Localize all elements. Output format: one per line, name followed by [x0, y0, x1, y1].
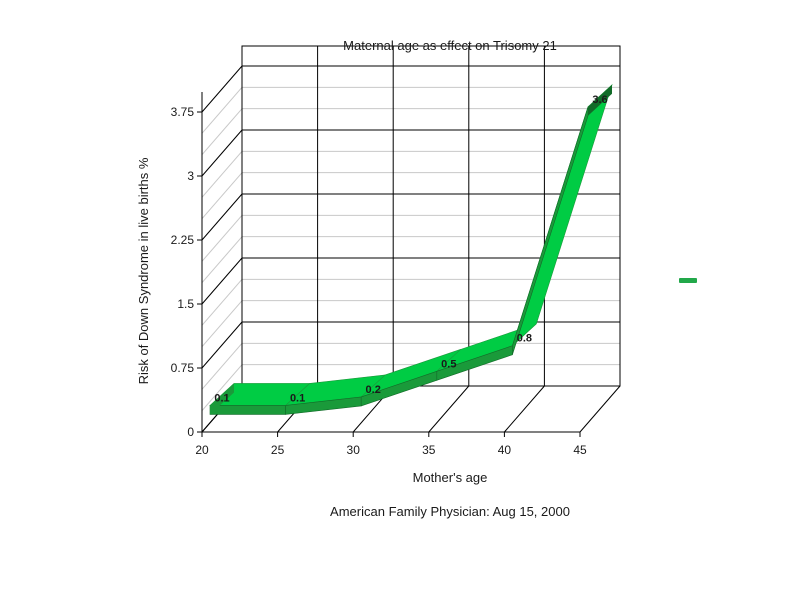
floor-depth-line	[579, 385, 621, 433]
side-depth-line	[201, 129, 243, 177]
side-depth-line	[201, 343, 243, 390]
data-label: 0.5	[441, 358, 456, 370]
chart-title: Maternal age as effect on Trisomy 21	[343, 38, 557, 53]
data-ribbon	[209, 83, 613, 415]
side-depth-line	[201, 87, 243, 134]
side-depth-line	[201, 215, 243, 262]
x-tick-label: 30	[347, 443, 361, 457]
side-depth-line	[201, 108, 243, 155]
floor-depth-line	[428, 385, 470, 433]
data-label: 0.8	[517, 333, 532, 345]
legend-swatch	[679, 278, 697, 283]
side-depth-line	[201, 172, 243, 219]
side-depth-line	[201, 65, 243, 113]
data-label: 3.6	[592, 94, 607, 106]
side-depth-line	[201, 321, 243, 369]
data-label: 0.1	[214, 392, 229, 404]
y-axis-label: Risk of Down Syndrome in live births %	[136, 157, 151, 384]
side-depth-line	[201, 279, 243, 326]
side-depth-line	[201, 364, 243, 411]
y-tick-label: 3	[187, 169, 194, 183]
data-label: 0.2	[366, 384, 381, 396]
floor-depth-line	[504, 385, 545, 433]
side-depth-line	[201, 300, 243, 347]
y-tick-label: 2.25	[171, 233, 195, 247]
y-tick-label: 0.75	[171, 361, 195, 375]
y-tick-label: 1.5	[177, 297, 194, 311]
y-tick-label: 0	[187, 425, 194, 439]
x-tick-label: 35	[422, 443, 436, 457]
side-depth-line	[201, 151, 243, 198]
y-tick-label: 3.75	[171, 105, 195, 119]
x-tick-label: 40	[498, 443, 512, 457]
ribbon-front-segment	[209, 405, 286, 415]
x-tick-label: 20	[195, 443, 209, 457]
side-depth-line	[201, 257, 243, 305]
ribbon-start-cap	[210, 383, 234, 415]
source-caption: American Family Physician: Aug 15, 2000	[330, 504, 570, 519]
data-labels: 0.1 0.1 0.2 0.5 0.8 3.6	[214, 94, 607, 405]
axes: 0 0.75 1.5 2.25 3 3.75 20 25 30 35 40 45	[171, 92, 587, 457]
ribbon-front-segment	[512, 106, 589, 355]
x-tick-label: 45	[573, 443, 587, 457]
ribbon-end-cap	[588, 84, 612, 116]
data-label: 0.1	[290, 392, 305, 404]
side-depth-line	[201, 193, 243, 241]
x-axis-label: Mother's age	[413, 470, 488, 485]
x-tick-label: 25	[271, 443, 285, 457]
side-depth-line	[201, 236, 243, 283]
